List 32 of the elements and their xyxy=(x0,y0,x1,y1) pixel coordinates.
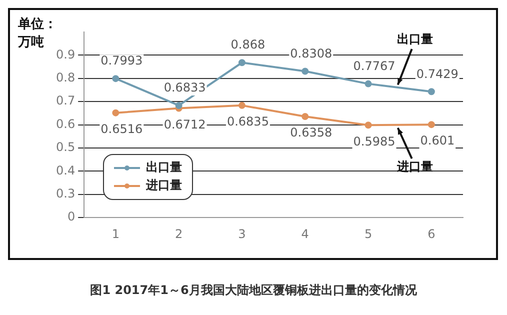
data-label: 0.7993 xyxy=(100,54,143,68)
data-label: 0.7429 xyxy=(416,66,458,81)
y-tick-label: 0.7 xyxy=(56,94,76,108)
y-tick-label: 0.8 xyxy=(56,70,76,85)
annotation: 出口量 xyxy=(396,32,433,46)
y-tick-label: 0.4 xyxy=(56,163,76,178)
annotation: 进口量 xyxy=(396,160,433,174)
x-tick-label: 5 xyxy=(364,226,372,241)
x-tick-label: 2 xyxy=(174,226,183,241)
legend-label: 进口量 xyxy=(146,177,182,194)
y-tick-label: 0.9 xyxy=(56,47,76,62)
data-label: 0.868 xyxy=(230,38,266,52)
x-tick-label: 1 xyxy=(112,226,120,241)
data-label: 0.6516 xyxy=(100,122,143,136)
data-label: 0.5985 xyxy=(353,134,396,148)
y-tick-label: 0.6 xyxy=(56,116,76,131)
y-tick-label: 0.5 xyxy=(56,140,76,154)
x-tick-label: 3 xyxy=(238,226,246,241)
text: 图1 2017年1～6月我国大陆地区覆铜板进出口量的变化情况 xyxy=(89,282,418,299)
data-label: 0.6712 xyxy=(164,117,206,132)
data-label: 0.7767 xyxy=(353,58,396,73)
data-label: 0.601 xyxy=(420,134,455,148)
data-label: 0.6358 xyxy=(290,126,332,140)
data-label: 0.8308 xyxy=(290,46,332,60)
x-tick-label: 6 xyxy=(428,226,436,241)
data-label: 0.6833 xyxy=(164,80,206,95)
x-tick-label: 4 xyxy=(301,226,309,241)
legend-label: 出口量 xyxy=(146,159,182,176)
y-tick-label: 0.3 xyxy=(56,186,76,201)
y-axis-title: 单位：万吨 xyxy=(18,17,57,50)
y-tick-label: 0 xyxy=(67,210,76,224)
data-label: 0.6835 xyxy=(226,114,269,129)
